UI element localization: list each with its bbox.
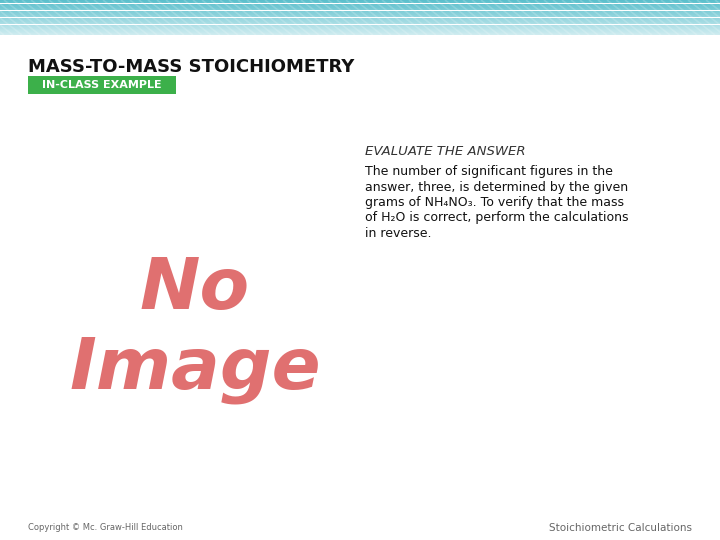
Bar	[0, 31, 720, 32]
Bar	[0, 33, 720, 34]
Text: No: No	[140, 255, 250, 325]
Bar	[0, 34, 720, 35]
Bar	[0, 29, 720, 30]
Text: EVALUATE THE ANSWER: EVALUATE THE ANSWER	[365, 145, 526, 158]
Bar	[0, 17, 720, 18]
Bar	[0, 20, 720, 21]
Bar	[0, 3, 720, 4]
Bar	[0, 0, 720, 1]
Text: Copyright © Mc. Graw-Hill Education: Copyright © Mc. Graw-Hill Education	[28, 523, 183, 532]
Text: IN-CLASS EXAMPLE: IN-CLASS EXAMPLE	[42, 80, 162, 90]
Bar	[0, 5, 720, 6]
Text: MASS-TO-MASS STOICHIOMETRY: MASS-TO-MASS STOICHIOMETRY	[28, 58, 354, 76]
FancyBboxPatch shape	[28, 76, 176, 94]
Bar	[0, 1, 720, 2]
Bar	[0, 22, 720, 23]
Bar	[0, 2, 720, 3]
Bar	[0, 11, 720, 12]
Text: of H₂O is correct, perform the calculations: of H₂O is correct, perform the calculati…	[365, 212, 629, 225]
Bar	[0, 27, 720, 28]
Bar	[0, 19, 720, 20]
Bar	[0, 25, 720, 26]
Bar	[0, 18, 720, 19]
Bar	[0, 8, 720, 9]
Bar	[0, 23, 720, 24]
Bar	[0, 26, 720, 27]
Text: Image: Image	[69, 335, 321, 404]
Bar	[0, 12, 720, 13]
Bar	[0, 32, 720, 33]
Bar	[0, 16, 720, 17]
Bar	[0, 7, 720, 8]
Bar	[0, 14, 720, 15]
Bar	[0, 13, 720, 14]
Bar	[0, 28, 720, 29]
Bar	[0, 30, 720, 31]
Text: grams of NH₄NO₃. To verify that the mass: grams of NH₄NO₃. To verify that the mass	[365, 196, 624, 209]
Bar	[0, 15, 720, 16]
Text: answer, three, is determined by the given: answer, three, is determined by the give…	[365, 180, 628, 193]
Bar	[0, 21, 720, 22]
Bar	[0, 10, 720, 11]
Bar	[0, 4, 720, 5]
Bar	[0, 6, 720, 7]
Bar	[0, 24, 720, 25]
Text: The number of significant figures in the: The number of significant figures in the	[365, 165, 613, 178]
Bar	[0, 9, 720, 10]
Text: in reverse.: in reverse.	[365, 227, 431, 240]
Text: Stoichiometric Calculations: Stoichiometric Calculations	[549, 523, 692, 533]
